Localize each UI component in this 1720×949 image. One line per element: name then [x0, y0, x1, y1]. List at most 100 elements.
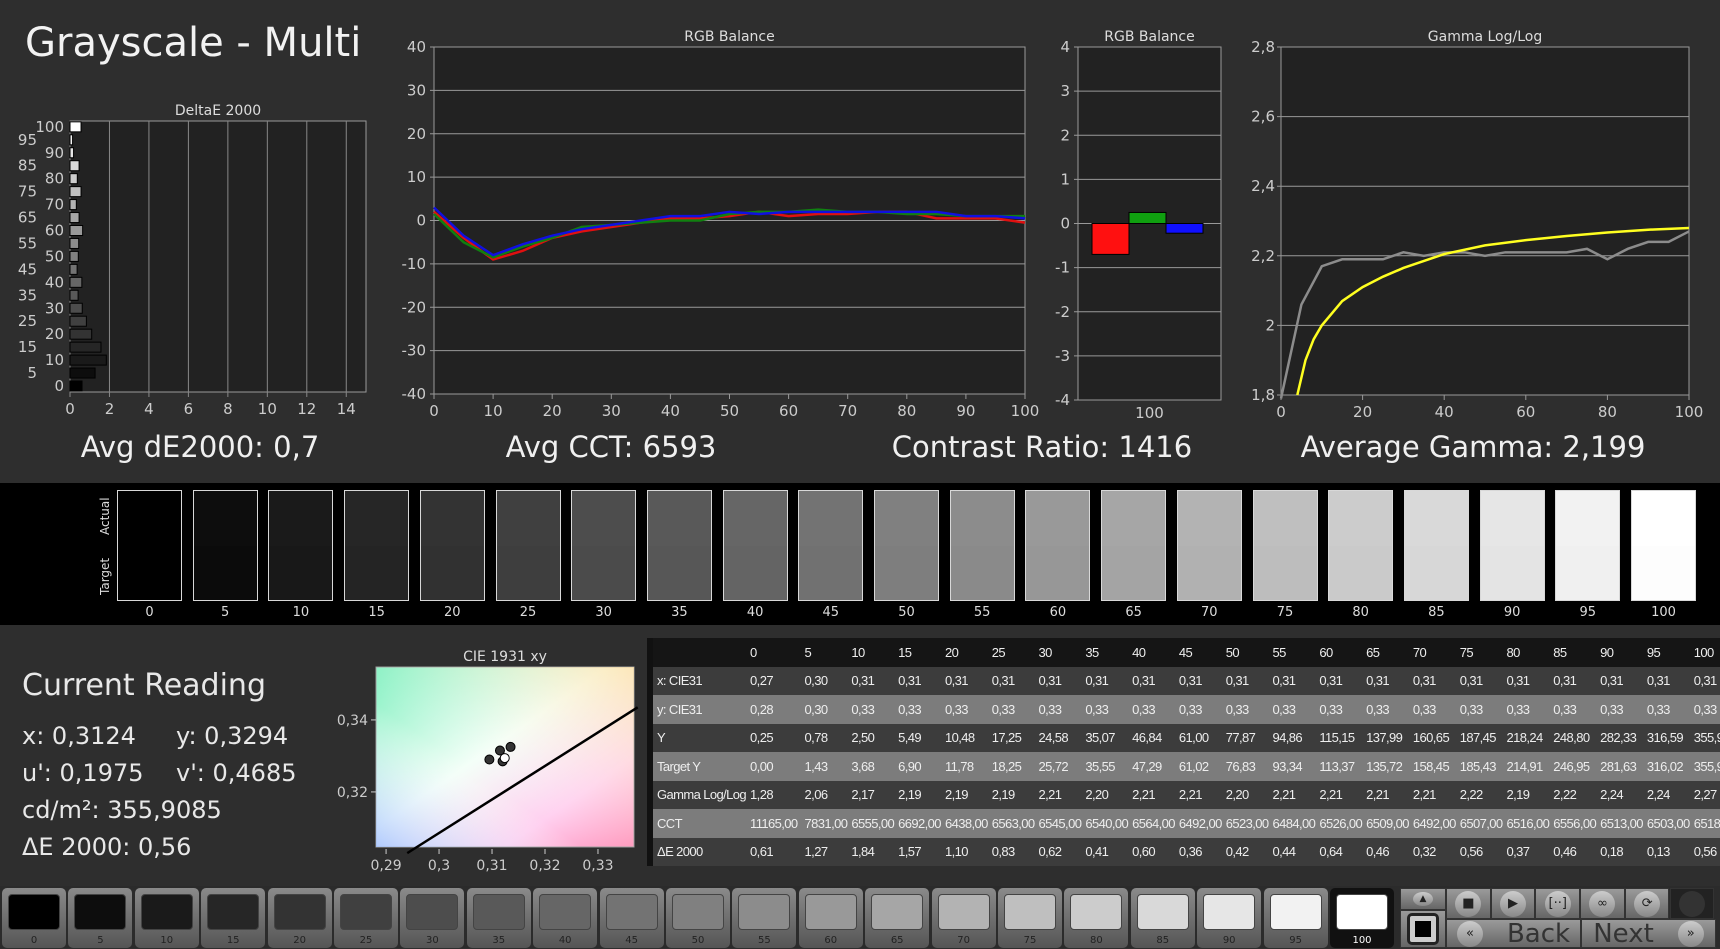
x-tick-label: 0,31 [476, 858, 507, 874]
reading-y: y: 0,3294 [176, 722, 289, 750]
patch-button-60[interactable]: 60 [798, 888, 863, 948]
patch-color [804, 894, 857, 930]
next-button[interactable]: Next » [1581, 919, 1716, 949]
actual-swatch [875, 491, 938, 546]
play-button[interactable]: ▶ [1490, 888, 1536, 919]
patch-button-45[interactable]: 45 [599, 888, 664, 948]
swatch-label: 90 [1503, 605, 1521, 620]
x-tick-label: 60 [1516, 403, 1535, 421]
grayscale-swatch [1479, 490, 1545, 601]
patch-color [1136, 894, 1189, 930]
table-cell: 2,19 [1502, 780, 1550, 809]
patch-button-15[interactable]: 15 [201, 888, 266, 948]
x-tick-label: 10 [484, 402, 503, 420]
patch-button-30[interactable]: 30 [400, 888, 465, 948]
table-cell: 0,42 [1221, 837, 1269, 866]
table-cell: 2,21 [1408, 780, 1456, 809]
circle-button[interactable] [1669, 888, 1715, 919]
actual-swatch [799, 491, 863, 546]
table-cell: 1,10 [940, 837, 988, 866]
table-cell: 0,31 [1689, 666, 1720, 695]
refresh-icon: ⟳ [1634, 890, 1661, 917]
patch-button-55[interactable]: 55 [732, 888, 797, 948]
y-tick-label: -1 [1055, 259, 1070, 277]
table-cell: 2,22 [1549, 780, 1597, 809]
y-tick-label: 65 [18, 209, 37, 227]
table-cell: 282,33 [1596, 723, 1643, 752]
patch-label: 30 [426, 935, 439, 946]
patch-label: 95 [1289, 935, 1302, 946]
deltae-bar [69, 225, 84, 237]
patch-button-10[interactable]: 10 [134, 888, 199, 948]
patch-button-70[interactable]: 70 [931, 888, 996, 948]
actual-label: Actual [98, 497, 112, 535]
table-cell: 0,31 [1549, 666, 1597, 695]
patch-button-50[interactable]: 50 [666, 888, 730, 948]
table-cell: 0,13 [1642, 837, 1690, 866]
deltae-bar [69, 367, 96, 379]
patch-label: 75 [1023, 935, 1037, 946]
stop-button[interactable]: ■ [1446, 888, 1491, 919]
patch-button-65[interactable]: 65 [865, 888, 930, 948]
table-cell: 355,91 [1689, 723, 1720, 752]
infinity-button[interactable]: ∞ [1580, 888, 1625, 919]
actual-swatch [1404, 491, 1468, 546]
patch-button-80[interactable]: 80 [1064, 888, 1129, 948]
back-button[interactable]: « Back [1446, 919, 1581, 949]
chart-title: CIE 1931 xy [463, 649, 547, 665]
pattern-window-button[interactable] [1400, 910, 1446, 948]
table-cell: 316,02 [1642, 752, 1690, 781]
patch-button-5[interactable]: 5 [68, 888, 133, 948]
table-cell: 0,33 [987, 695, 1035, 724]
patch-button-0[interactable]: 0 [2, 888, 66, 948]
patch-color [8, 894, 60, 930]
table-cell: 0,36 [1174, 837, 1222, 866]
actual-swatch [1177, 491, 1241, 546]
patch-button-25[interactable]: 25 [334, 888, 398, 948]
table-cell: 6492,00 [1174, 809, 1222, 838]
grayscale-swatch [495, 490, 561, 601]
patch-button-95[interactable]: 95 [1263, 888, 1328, 948]
patch-button-75[interactable]: 75 [998, 888, 1062, 948]
patch-button-40[interactable]: 40 [533, 888, 598, 948]
y-tick-label: 90 [45, 144, 64, 162]
grayscale-swatch [722, 490, 788, 601]
y-tick-label: 35 [18, 286, 37, 304]
refresh-button[interactable]: ⟳ [1624, 888, 1670, 919]
infinity-icon: ∞ [1589, 890, 1616, 917]
table-row: y: CIE31 0,28 0,30 0,33 0,33 0,33 0,33 0,33 0,33… [646, 695, 1720, 724]
table-cell: 113,37 [1315, 752, 1363, 781]
y-tick-label: 100 [35, 118, 64, 136]
grayscale-swatch [1328, 490, 1394, 601]
patch-color [1070, 894, 1123, 930]
patch-color [74, 894, 127, 930]
patch-button-100[interactable]: 100 [1330, 888, 1394, 948]
actual-swatch [723, 491, 787, 546]
y-tick-label: 1 [1060, 170, 1070, 188]
y-tick-label: -10 [402, 255, 427, 273]
table-cell: 46,84 [1128, 723, 1175, 752]
bracket-button[interactable]: [··] [1535, 888, 1581, 919]
patch-button-20[interactable]: 20 [267, 888, 332, 948]
y-tick-label: -30 [402, 342, 427, 360]
patch-button-90[interactable]: 90 [1197, 888, 1262, 948]
swatch-label: 100 [1651, 605, 1676, 620]
scroll-up-button[interactable]: ▲ [1400, 888, 1446, 910]
measurement-point [505, 741, 516, 752]
table-cell: 2,19 [940, 780, 988, 809]
table-cell: 1,27 [800, 837, 848, 866]
table-row: 0 5 10 15 20 25 30 35 40 45 50 55 60 65 70 75 80 85 90 95 10… [646, 638, 1720, 667]
table-cell: 65 [1362, 638, 1409, 667]
table-cell: 0,31 [1502, 666, 1550, 695]
x-tick-label: 100 [1011, 402, 1040, 420]
table-cell: 6545,00 [1034, 809, 1082, 838]
circle-icon [1678, 890, 1705, 917]
table-cell: 0,31 [1268, 666, 1316, 695]
plot-area [69, 120, 367, 393]
patch-button-85[interactable]: 85 [1130, 888, 1195, 948]
table-cell: 0,31 [1174, 666, 1222, 695]
patch-button-35[interactable]: 35 [466, 888, 531, 948]
y-tick-label: 15 [18, 338, 37, 356]
table-cell: 2,24 [1642, 780, 1690, 809]
swatch-label: 25 [519, 605, 537, 620]
